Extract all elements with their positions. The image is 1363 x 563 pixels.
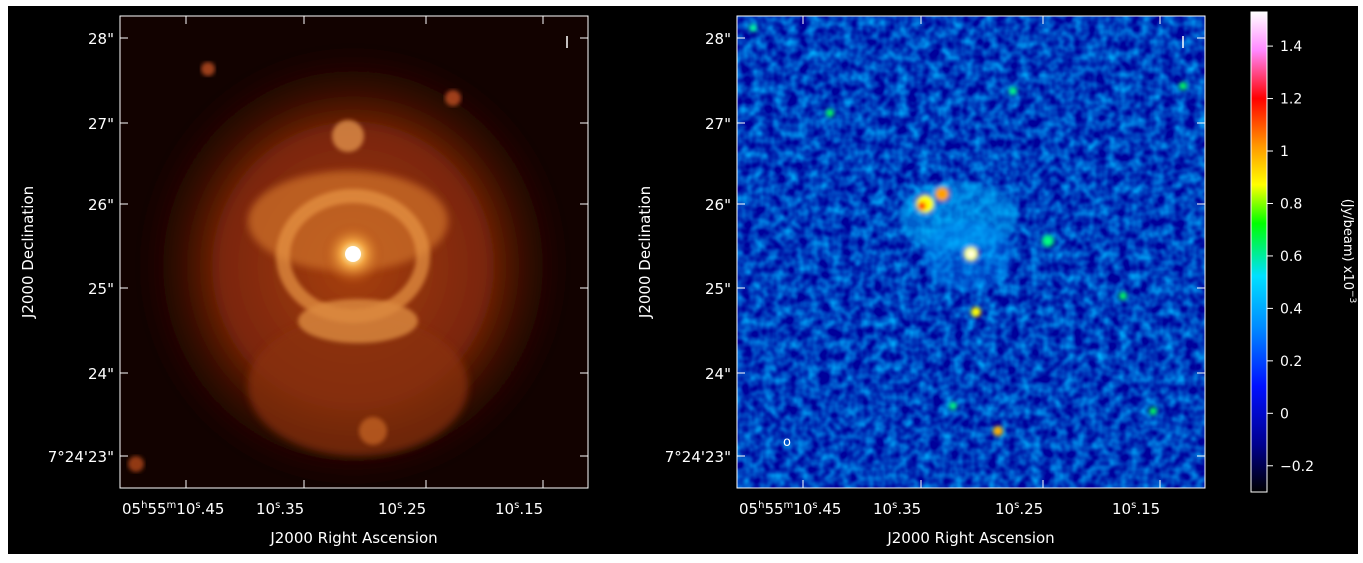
x-tick-label: 05h55m10s.45: [739, 500, 841, 518]
colorbar-tick-label: 0.8: [1280, 196, 1302, 212]
colorbar-tick-label: 0.4: [1280, 301, 1302, 317]
y-tick-label: 26": [705, 196, 731, 214]
y-tick-label: 7°24'23": [48, 448, 114, 466]
y-tick-label: 25": [705, 280, 731, 298]
x-tick-label: 10s.35: [873, 500, 921, 518]
y-axis-title: J2000 Declination: [636, 186, 654, 319]
colorbar-tick-label: −0.2: [1280, 459, 1314, 475]
x-tick-label: 10s.25: [378, 500, 426, 518]
x-axis-title: J2000 Right Ascension: [269, 529, 437, 547]
x-tick-label: 10s.15: [495, 500, 543, 518]
colorbar-tick-label: 0.6: [1280, 249, 1302, 265]
y-axis-title: J2000 Declination: [19, 186, 37, 319]
right-image: [737, 16, 1205, 488]
colorbar-tick-label: 1.2: [1280, 92, 1302, 108]
y-tick-label: 7°24'23": [665, 448, 731, 466]
colorbar-tick-label: 1: [1280, 144, 1289, 160]
colorbar: [1250, 11, 1268, 493]
y-tick-label: 26": [88, 196, 114, 214]
y-tick-label: 27": [705, 115, 731, 133]
beam-marker: o: [783, 435, 791, 450]
y-tick-label: 27": [88, 115, 114, 133]
axes: 28" 27" 26" 25" 24" 7°24'23" 05h55m10s.45 10s.3…: [19, 16, 1205, 547]
y-tick-label: 28": [88, 30, 114, 48]
y-tick-label: 28": [705, 30, 731, 48]
figure: o 28" 27" 26" 25" 24" 7°24'23" 05h55m10s.45 10s…: [8, 6, 1358, 554]
y-tick-label: 25": [88, 280, 114, 298]
y-tick-label: 24": [88, 365, 114, 383]
x-tick-label: 10s.15: [1112, 500, 1160, 518]
colorbar-tick-label: 0: [1280, 406, 1289, 422]
right-frame: [736, 15, 1206, 489]
x-tick-label: 10s.25: [995, 500, 1043, 518]
y-tick-label: 24": [705, 365, 731, 383]
x-axis-title: J2000 Right Ascension: [886, 529, 1054, 547]
x-tick-label: 05h55m10s.45: [122, 500, 224, 518]
colorbar-tick-label: 1.4: [1280, 39, 1302, 55]
left-image: [120, 16, 588, 488]
colorbar-tick-label: 0.2: [1280, 354, 1302, 370]
colorbar-ticks: 1.4 1.2 1 0.8 0.6 0.4 0.2 0 −0.2: [1267, 39, 1314, 475]
x-tick-label: 10s.35: [256, 500, 304, 518]
colorbar-label: (Jy/beam) x10−3: [1340, 199, 1357, 304]
left-frame: [119, 15, 589, 489]
